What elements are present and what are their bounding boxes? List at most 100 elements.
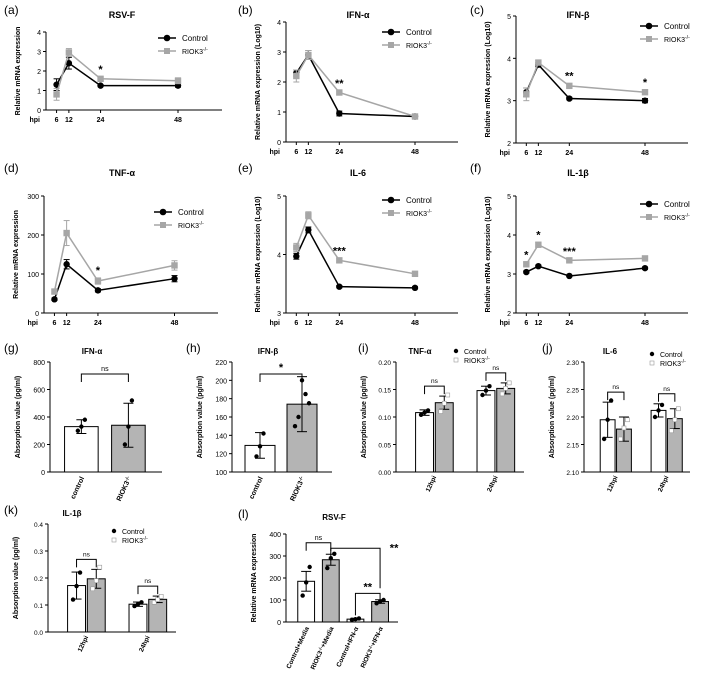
significance-mark: *: [96, 265, 101, 277]
data-point-riok3: [97, 75, 104, 82]
panel-label: (e): [238, 161, 253, 175]
series-line-control: [295, 228, 416, 289]
y-tick-label: 100: [269, 598, 281, 605]
chart-title: IFN-α: [346, 10, 369, 20]
significance-bracket: [137, 585, 159, 595]
data-dot: [257, 444, 263, 449]
data-point-riok3: [535, 59, 542, 66]
x-tick-label: control: [70, 476, 86, 501]
y-axis-label: Absorption value (pg/ml): [361, 376, 368, 458]
data-dot: [254, 454, 259, 459]
chart-title: TNF-α: [109, 168, 135, 178]
legend-marker-riok3: [160, 222, 166, 228]
x-tick-label: 6: [52, 320, 56, 327]
data-dot: [82, 417, 88, 422]
x-tick-label: 48: [174, 117, 182, 124]
data-point-riok3: [336, 257, 343, 264]
data-point-control: [411, 284, 419, 292]
bar-riok3: [148, 598, 168, 633]
chart-title: IFN-β: [567, 10, 590, 20]
legend-marker-riok3: [388, 210, 394, 216]
y-axis-label: Absorption value (pg/ml): [15, 376, 22, 458]
legend-control: Control: [664, 22, 690, 31]
y-tick-label: 0.4: [34, 522, 43, 529]
bar-control: [415, 412, 435, 473]
significance-bracket: [485, 372, 507, 381]
legend-riok3: RIOK3-/-: [182, 47, 208, 56]
bar-riok3: [496, 387, 516, 473]
series-line-riok3: [53, 231, 175, 292]
legend-riok3-sup: -/-: [203, 47, 208, 53]
significance-mark: *: [524, 250, 529, 262]
series-line-control: [53, 262, 175, 300]
y-tick-label: 300: [269, 554, 281, 561]
legend-riok3-sup: -/-: [427, 209, 432, 215]
x-tick-label: Control+Media: [285, 626, 311, 670]
legend-control: Control: [406, 28, 432, 37]
chart-title: TNF-α: [408, 347, 431, 356]
data-dot: [332, 551, 337, 556]
y-tick-label: 0.15: [378, 388, 391, 395]
x-tick-label: 24hpi: [486, 475, 500, 494]
y-tick-label: 0.1: [34, 603, 43, 610]
y-tick-label: 300: [27, 194, 39, 201]
data-point-riok3: [566, 82, 573, 90]
x-tick-label: 12hpi: [425, 475, 439, 494]
chart-title: IFN-α: [82, 347, 103, 356]
legend-riok3: RIOK3-/-: [406, 41, 432, 50]
y-tick-label: 800: [33, 360, 45, 367]
data-point-riok3: [305, 51, 312, 59]
x-tick-label: 24hpi: [138, 635, 152, 654]
data-dot: [158, 594, 164, 599]
significance-mark: *: [98, 64, 103, 76]
significance-mark: *: [536, 229, 541, 241]
data-point-riok3: [641, 255, 649, 262]
data-dot: [296, 414, 301, 420]
data-dot: [325, 565, 330, 571]
y-tick-label: 3: [37, 50, 41, 57]
data-dot: [445, 392, 451, 398]
panel-label: (i): [358, 341, 369, 355]
data-point-control: [641, 264, 649, 272]
panel-label: (h): [186, 341, 201, 355]
label-base: RIOK3: [360, 648, 375, 669]
legend-marker-control: [645, 22, 653, 30]
y-tick-label: 200: [33, 443, 45, 450]
significance-bracket: [424, 385, 445, 395]
data-dot: [652, 414, 658, 420]
panel-label: (a): [4, 3, 19, 17]
y-tick-label: 0: [41, 470, 45, 477]
bar-riok3-ifn: [371, 601, 389, 623]
legend-marker-riok3: [649, 360, 655, 366]
y-tick-label: 3: [507, 99, 511, 106]
significance-mark: **: [335, 78, 344, 90]
y-tick-label: 2: [277, 80, 281, 87]
data-point-control: [566, 95, 573, 102]
x-tick-label: 6: [524, 150, 528, 157]
data-dot: [70, 597, 76, 602]
data-dot: [79, 424, 84, 429]
data-point-riok3: [174, 77, 182, 84]
legend-riok3: RIOK3-/-: [664, 35, 690, 44]
y-tick-label: 600: [33, 388, 45, 395]
significance-bracket: [259, 373, 303, 382]
y-axis-label: Relative mRNA expression: [251, 534, 258, 623]
data-dot: [676, 406, 681, 412]
significance-bracket: [80, 373, 129, 382]
data-point-riok3: [293, 72, 300, 80]
data-dot: [135, 601, 141, 607]
x-tick-label: 12hpi: [606, 475, 620, 494]
panel-label: (f): [470, 161, 481, 175]
y-axis-label: Absorption value (pg/ml): [13, 537, 20, 619]
y-tick-label: 160: [215, 415, 227, 422]
data-dot: [300, 593, 305, 598]
data-dot: [422, 410, 427, 415]
x-tick-label: Control+IFN-α: [336, 626, 361, 668]
bar-control: [64, 426, 99, 473]
x-tick-label: 48: [641, 150, 649, 157]
data-point-control: [336, 110, 343, 117]
series-line-riok3: [525, 243, 646, 265]
data-dot: [303, 580, 309, 585]
